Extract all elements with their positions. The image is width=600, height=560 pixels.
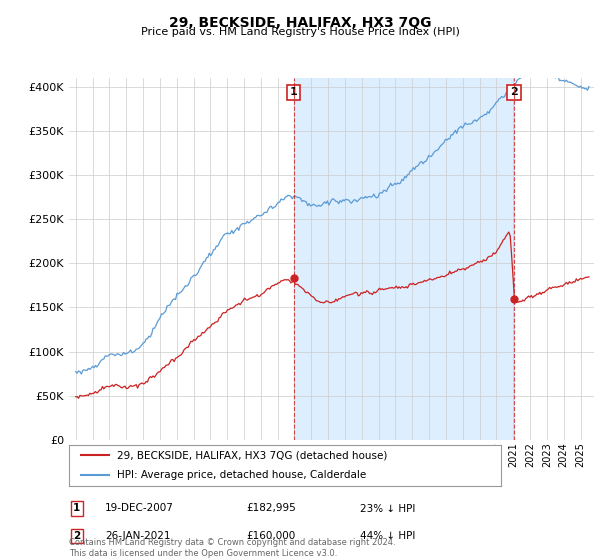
Text: 2: 2 [510, 87, 518, 97]
Text: Contains HM Land Registry data © Crown copyright and database right 2024.
This d: Contains HM Land Registry data © Crown c… [69, 538, 395, 558]
Text: 29, BECKSIDE, HALIFAX, HX3 7QG: 29, BECKSIDE, HALIFAX, HX3 7QG [169, 16, 431, 30]
Text: 19-DEC-2007: 19-DEC-2007 [105, 503, 174, 514]
Text: 44% ↓ HPI: 44% ↓ HPI [360, 531, 415, 541]
Text: 29, BECKSIDE, HALIFAX, HX3 7QG (detached house): 29, BECKSIDE, HALIFAX, HX3 7QG (detached… [116, 450, 387, 460]
Text: £182,995: £182,995 [246, 503, 296, 514]
Text: 1: 1 [290, 87, 298, 97]
Text: HPI: Average price, detached house, Calderdale: HPI: Average price, detached house, Cald… [116, 470, 366, 480]
Text: 2: 2 [73, 531, 80, 541]
Text: £160,000: £160,000 [246, 531, 295, 541]
Text: 23% ↓ HPI: 23% ↓ HPI [360, 503, 415, 514]
Text: Price paid vs. HM Land Registry's House Price Index (HPI): Price paid vs. HM Land Registry's House … [140, 27, 460, 37]
Bar [294, 78, 514, 440]
Text: 1: 1 [73, 503, 80, 514]
Text: 26-JAN-2021: 26-JAN-2021 [105, 531, 170, 541]
